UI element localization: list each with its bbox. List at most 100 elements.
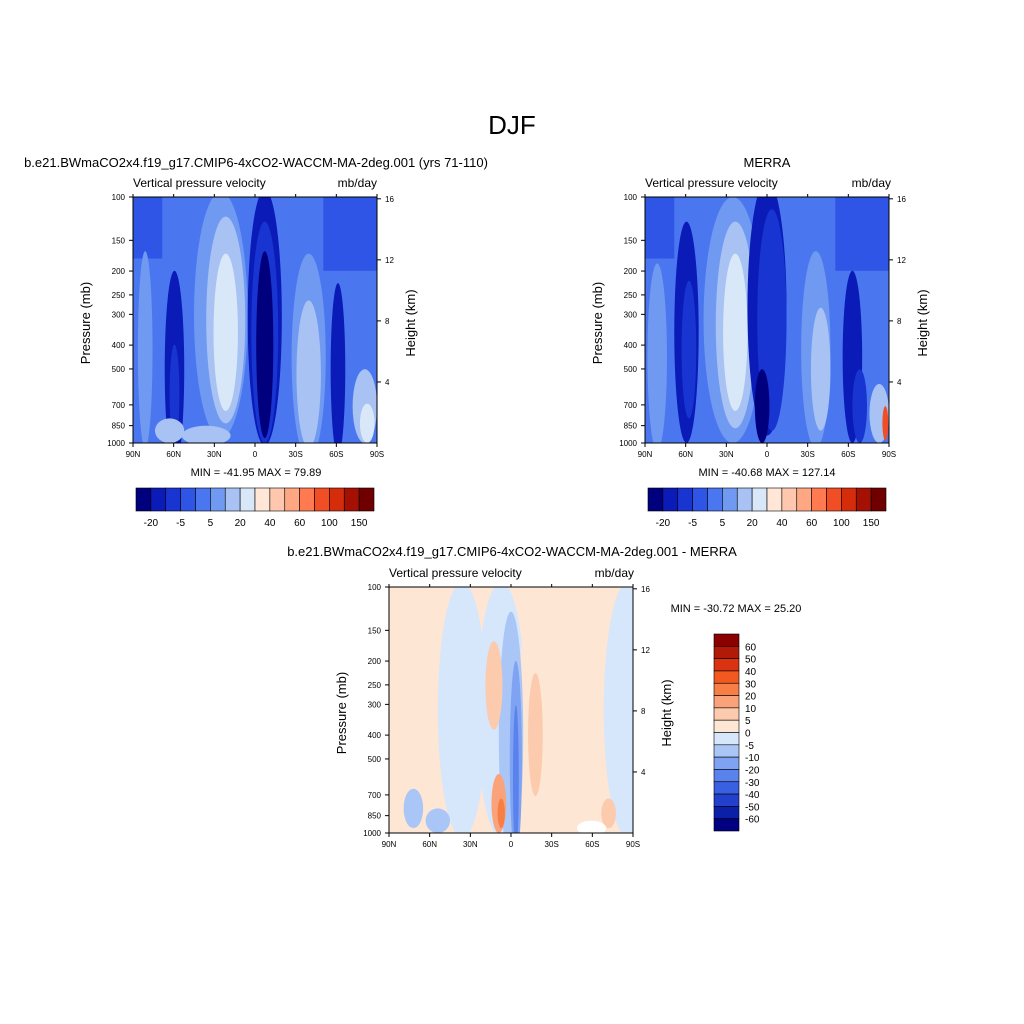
panel-1-contour-band [323,197,377,271]
lat-tick-label: 60N [678,450,693,459]
colorbar-1-box [314,487,330,512]
height-tick-label: 12 [385,256,394,265]
lat-tick-label: 90S [370,450,384,459]
lat-tick-label: 90S [882,450,896,459]
colorbar-1-label: 20 [235,518,247,529]
pressure-tick-label: 850 [112,422,126,431]
colorbar-3-box [713,719,740,733]
panel-2-variable-label: Vertical pressure velocity [645,176,778,190]
colorbar-1-label: 40 [264,518,276,529]
colorbar-2-box [781,487,798,512]
pressure-tick-label: 100 [368,583,382,592]
panel-1-contour-2 [169,344,180,443]
pressure-tick-label: 400 [624,341,638,350]
colorbar-2-box [870,487,887,512]
colorbar-2-box [796,487,812,512]
colorbar-1-box [343,487,360,512]
colorbar-1-box [135,487,152,512]
panel-3-contour-9 [485,641,503,730]
pressure-tick-label: 300 [624,310,638,319]
pressure-tick-label: 150 [624,236,638,245]
panel-2-title: MERRA [744,155,791,170]
height-tick-label: 8 [897,317,902,326]
colorbar-3-box [713,732,740,746]
lat-tick-label: 30S [289,450,303,459]
panel-2-minmax: MIN = -40.68 MAX = 127.14 [699,467,836,479]
y2-axis-label: Height (km) [915,289,930,356]
colorbar-2-box [841,487,857,512]
panel-3-contour-16 [576,820,607,833]
panel-2-plot [641,194,893,447]
panel-2-contours [645,197,889,443]
colorbar-2-label: 150 [863,518,880,529]
panel-3-title: b.e21.BWmaCO2x4.f19_g17.CMIP6-4xCO2-WACC… [287,544,737,559]
panel-3-contour-5 [603,587,633,833]
colorbar-2-label: 40 [776,518,788,529]
panel-3-contour-14 [403,788,424,829]
pressure-tick-label: 200 [112,267,126,276]
panel-3-contour-13 [601,798,616,829]
panel-2-contour-14 [882,406,889,441]
y2-axis-label: Height (km) [659,679,674,746]
panel-1-contour-5 [213,253,238,412]
height-tick-label: 4 [897,378,902,387]
panel-1-minmax: MIN = -41.95 MAX = 79.89 [191,467,322,479]
pressure-tick-label: 250 [624,291,638,300]
panel-1-variable-label: Vertical pressure velocity [133,176,266,190]
pressure-tick-label: 150 [368,626,382,635]
y2-axis-label: Height (km) [403,289,418,356]
pressure-tick-label: 500 [624,365,638,374]
colorbar-1-box [180,487,196,512]
panel-3-variable-label: Vertical pressure velocity [389,566,522,580]
page-title: DJF [488,110,536,140]
colorbar-1-label: 150 [351,518,368,529]
pressure-tick-label: 150 [112,236,126,245]
colorbar-3-label: 60 [745,642,757,653]
panel-1-contour-band [133,197,163,259]
colorbar-2-label: 100 [833,518,850,529]
pressure-tick-label: 100 [112,193,126,202]
pressure-tick-label: 400 [368,731,382,740]
colorbar-1-box [195,487,211,512]
pressure-tick-label: 500 [112,365,126,374]
colorbar-3-box [713,806,740,819]
panel-3-contour-1 [437,587,487,833]
panel-3-contour-12 [528,673,543,797]
colorbar-2-label: 5 [720,518,726,529]
colorbar-3-box [713,670,740,684]
height-tick-label: 16 [897,195,906,204]
height-tick-label: 16 [641,585,650,594]
colorbar-2-box [722,487,738,512]
height-tick-label: 16 [385,195,394,204]
colorbar-3-box [713,633,740,647]
height-tick-label: 12 [641,646,650,655]
panel-2-contour-band [835,197,889,271]
lat-tick-label: 30N [719,450,734,459]
lat-tick-label: 90N [638,450,653,459]
pressure-tick-label: 200 [368,657,382,666]
lat-tick-label: 0 [765,450,770,459]
pressure-tick-label: 1000 [619,439,637,448]
colorbar-3-label: 30 [745,679,757,690]
colorbar-3-label: 50 [745,655,757,666]
colorbar-2-label: -5 [688,518,697,529]
panel-2-contour-2 [681,280,697,419]
colorbar-1-box [254,487,271,512]
colorbar-3-box [713,756,740,770]
pressure-tick-label: 100 [624,193,638,202]
colorbar-3-box [713,707,740,721]
pressure-tick-label: 250 [368,681,382,690]
lat-tick-label: 30S [801,450,815,459]
colorbar-1-box [299,487,315,512]
colorbar-3-box [713,769,740,783]
colorbar-3-label: 5 [745,716,751,727]
panel-2-contour-5 [723,253,748,412]
panel-3-minmax: MIN = -30.72 MAX = 25.20 [671,603,802,615]
colorbar-1-box [210,487,226,512]
colorbar-2-box [692,487,708,512]
lat-tick-label: 30N [207,450,222,459]
pressure-tick-label: 200 [624,267,638,276]
height-tick-label: 12 [897,256,906,265]
pressure-tick-label: 400 [112,341,126,350]
pressure-tick-label: 300 [112,310,126,319]
